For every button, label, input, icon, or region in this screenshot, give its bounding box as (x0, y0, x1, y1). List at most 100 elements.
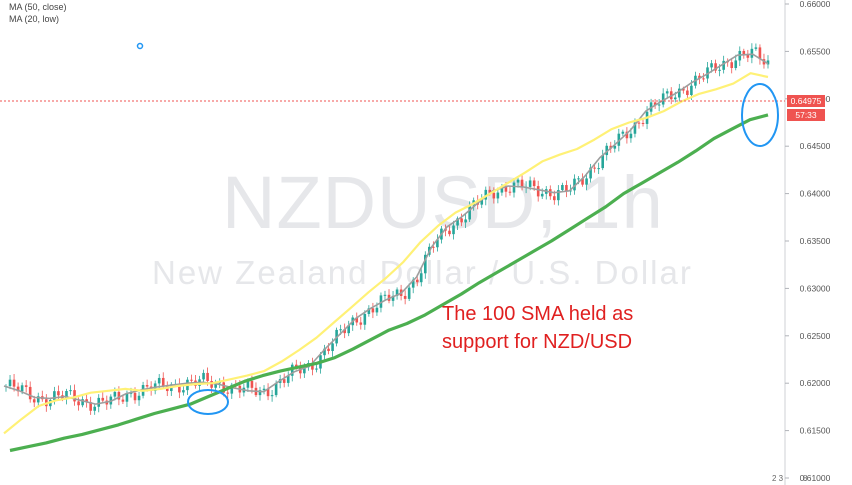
candle-body (629, 133, 633, 139)
candle-body (395, 289, 399, 296)
marker-dot (136, 42, 144, 50)
y-tick-label: 0.65500 (800, 46, 831, 56)
candle-body (492, 192, 496, 199)
candle-body (661, 93, 665, 105)
candle-body (553, 196, 556, 201)
candle-body (464, 219, 467, 223)
candle-body (512, 182, 516, 193)
candle-body (383, 294, 387, 296)
annotation-line-2: support for NZD/USD (442, 331, 633, 353)
candle-body (605, 145, 609, 156)
candle-body (682, 88, 685, 91)
candle-body (653, 102, 657, 106)
annotation-text: The 100 SMA held as support for NZD/USD (442, 300, 633, 356)
candle-body (226, 392, 230, 394)
candle-body (589, 167, 592, 179)
candle-body (452, 225, 455, 235)
candle-body (36, 396, 40, 403)
candle-body (702, 78, 705, 80)
moving-average-lines (3, 53, 769, 453)
candle-body (678, 88, 681, 98)
annotation-line-1: The 100 SMA held as (442, 303, 634, 325)
candle-body (540, 193, 544, 197)
candle-body (710, 63, 713, 68)
candle-body (290, 364, 294, 376)
y-tick-label: 0.62500 (800, 331, 831, 341)
candle-body (367, 308, 371, 314)
candle-body (97, 397, 101, 407)
y-tick-label: 0.63500 (800, 236, 831, 246)
candle-body (375, 307, 379, 313)
candle-body (448, 230, 451, 235)
candle-body (758, 47, 762, 60)
candle-body (371, 308, 375, 313)
y-tick-label: 0.66000 (800, 0, 831, 9)
candle-body (561, 185, 564, 191)
candle-body (81, 399, 84, 406)
candle-body (246, 380, 250, 388)
candle-body (718, 69, 721, 71)
candle-body (516, 179, 520, 183)
candle-body (536, 186, 540, 197)
candle-body (613, 145, 617, 149)
ma-line-2 (9, 113, 769, 453)
candle-body (202, 372, 205, 380)
candle-body (311, 363, 314, 370)
candle-body (488, 189, 492, 193)
candle-body (637, 122, 641, 124)
corner-control-far[interactable]: 8 (803, 474, 808, 483)
candle-body (315, 368, 318, 370)
candle-body (734, 60, 738, 69)
corner-control[interactable]: 2 3 (772, 474, 784, 483)
y-axis-ticks: 0.660000.655000.650000.645000.640000.635… (785, 0, 831, 483)
candle-body (286, 375, 290, 383)
candle-body (500, 186, 504, 193)
candle-body (456, 218, 459, 226)
candle-body (93, 406, 96, 411)
candle-body (573, 178, 576, 191)
candle-body (403, 295, 407, 299)
candle-body (754, 47, 758, 49)
candle-body (85, 399, 88, 403)
ma-50-label[interactable]: MA (50, close) (9, 2, 67, 12)
candle-body (16, 386, 20, 392)
candle-body (415, 279, 419, 283)
candle-body (69, 390, 72, 392)
candle-body (520, 179, 524, 188)
candle-body (359, 322, 363, 325)
candle-body (20, 385, 24, 392)
ma-line-1 (3, 72, 769, 435)
candle-body (569, 190, 572, 192)
support-highlight-left (187, 389, 229, 415)
candle-body (178, 383, 181, 393)
candle-body (182, 390, 185, 393)
candle-body (8, 379, 12, 387)
ma-20-label[interactable]: MA (20, low) (9, 14, 60, 24)
candle-body (121, 399, 125, 402)
candle-body (145, 385, 149, 387)
candle-body (641, 122, 645, 124)
candle-body (222, 382, 226, 393)
candle-body (339, 329, 342, 331)
candle-body (57, 391, 60, 396)
candle-body (117, 391, 121, 400)
y-tick-label: 0.62000 (800, 378, 831, 388)
candle-body (742, 50, 746, 55)
candle-body (504, 186, 508, 192)
ma-line-0 (3, 53, 769, 405)
candle-body (32, 399, 36, 403)
candle-body (355, 317, 359, 323)
candle-body (714, 63, 717, 71)
candle-body (65, 390, 68, 399)
candle-body (673, 97, 677, 100)
candle-body (597, 168, 600, 170)
candle-body (528, 180, 532, 187)
candle-body (585, 178, 588, 185)
y-tick-label: 0.63000 (800, 283, 831, 293)
last-price-tag: 0.64975 (787, 95, 825, 107)
candle-body (617, 133, 621, 146)
candle-body (210, 381, 213, 388)
candle-body (532, 180, 536, 187)
candle-body (89, 402, 92, 411)
